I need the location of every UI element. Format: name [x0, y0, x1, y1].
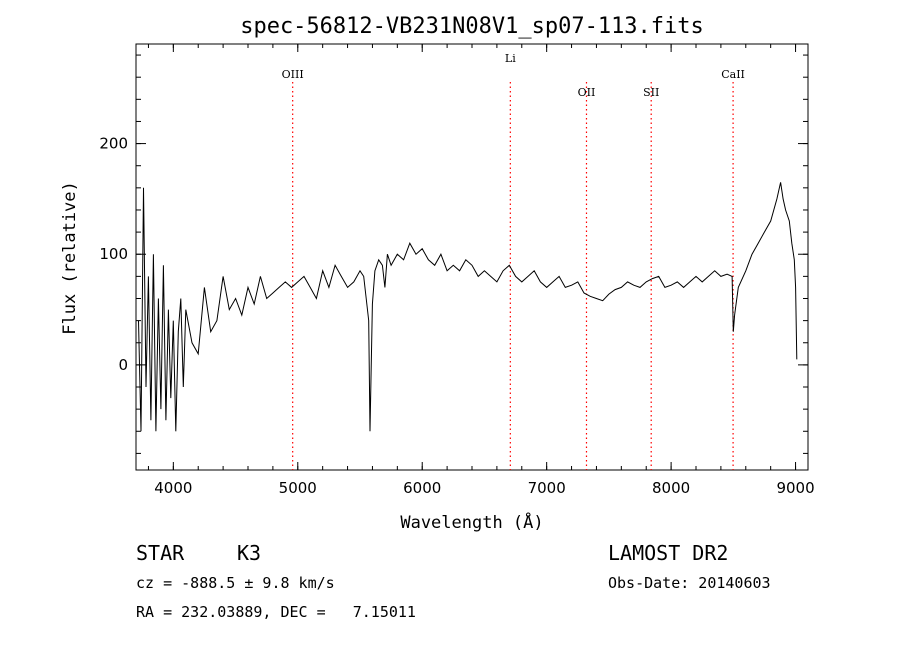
object-type: STAR: [136, 541, 185, 565]
x-tick-label: 7000: [528, 479, 566, 497]
observation-date: Obs-Date: 20140603: [608, 574, 771, 592]
spectral-line-label: OII: [578, 86, 596, 99]
survey-release: LAMOST DR2: [608, 541, 729, 565]
spectral-line-label: SII: [643, 86, 659, 99]
spectral-line-label: CaII: [721, 68, 745, 81]
y-tick-label: 100: [99, 245, 128, 263]
y-axis-label: Flux (relative): [60, 181, 80, 335]
y-tick-label: 0: [118, 356, 128, 374]
x-tick-label: 6000: [403, 479, 441, 497]
spectrum-line: [138, 182, 798, 432]
plot-area: OIII Li OII SII CaII 4000 5000 6000 7000 8000 9000…: [99, 43, 815, 497]
redshift-velocity: cz = -888.5 ± 9.8 km/s: [136, 574, 335, 592]
x-tick-label: 5000: [279, 479, 317, 497]
object-subclass: K3: [237, 541, 262, 565]
spectral-line-label: OIII: [282, 68, 304, 81]
chart-title: spec-56812-VB231N08V1_sp07-113.fits: [240, 14, 704, 39]
spectral-line-label: Li: [505, 52, 516, 65]
x-tick-label: 4000: [154, 479, 192, 497]
x-axis-label: Wavelength (Å): [400, 511, 543, 533]
sky-coordinates: RA = 232.03889, DEC = 7.15011: [136, 603, 416, 621]
x-tick-label: 8000: [652, 479, 690, 497]
x-tick-label: 9000: [776, 479, 814, 497]
plot-frame: [135, 43, 809, 471]
y-tick-label: 200: [99, 135, 128, 153]
